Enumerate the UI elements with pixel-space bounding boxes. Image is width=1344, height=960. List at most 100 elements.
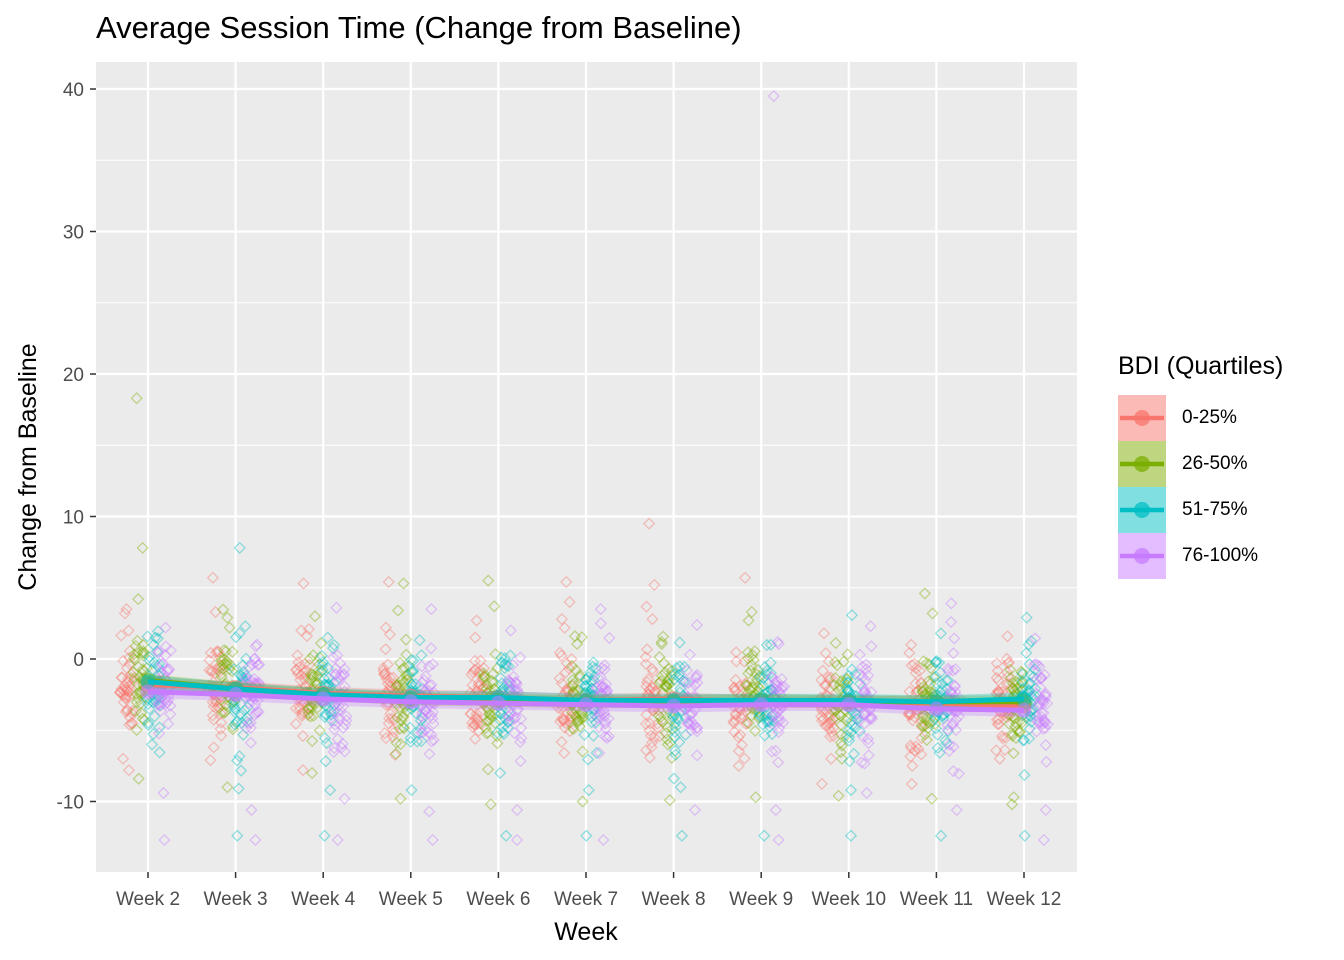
data-point xyxy=(578,728,591,741)
data-point xyxy=(765,671,779,684)
data-point xyxy=(822,711,836,724)
data-point xyxy=(141,697,154,711)
data-point xyxy=(136,646,149,660)
data-point xyxy=(859,708,872,721)
data-point xyxy=(423,747,436,761)
data-point xyxy=(303,652,317,665)
data-point xyxy=(136,663,150,676)
data-point xyxy=(909,666,922,680)
data-point xyxy=(823,708,836,721)
data-point xyxy=(553,672,566,685)
data-point xyxy=(127,674,141,687)
data-point xyxy=(1038,668,1051,682)
data-point xyxy=(304,700,317,713)
data-point xyxy=(858,717,871,730)
data-point xyxy=(573,720,587,733)
data-point xyxy=(841,648,854,661)
data-point xyxy=(496,726,510,739)
data-point xyxy=(242,696,256,710)
data-point xyxy=(903,709,917,722)
data-point xyxy=(1009,720,1022,733)
data-point xyxy=(863,704,876,717)
data-point xyxy=(587,674,600,687)
legend-item: 76-100% xyxy=(1118,533,1283,579)
outlier-point xyxy=(934,627,947,640)
data-point xyxy=(466,679,479,692)
data-point xyxy=(852,712,865,726)
y-tick-label: 0 xyxy=(73,650,84,671)
outlier-point xyxy=(642,517,656,530)
data-point xyxy=(478,669,491,683)
data-point xyxy=(131,660,145,673)
data-point xyxy=(834,709,847,723)
data-point xyxy=(771,679,785,693)
data-point xyxy=(918,728,932,741)
data-point xyxy=(940,682,953,696)
data-point xyxy=(486,674,499,688)
data-point xyxy=(1001,657,1015,670)
data-point xyxy=(750,673,763,686)
data-point xyxy=(853,708,866,721)
data-point xyxy=(565,659,579,673)
data-point xyxy=(117,654,130,667)
data-point xyxy=(941,718,954,732)
outlier-point xyxy=(206,571,220,584)
data-point xyxy=(948,679,961,692)
data-point xyxy=(591,671,605,684)
data-point xyxy=(840,711,854,724)
outlier-point xyxy=(297,577,310,590)
data-point xyxy=(654,710,667,724)
data-point xyxy=(327,638,341,652)
data-point xyxy=(298,666,311,679)
data-point xyxy=(640,680,653,693)
data-point xyxy=(990,713,1003,726)
data-point xyxy=(464,707,477,720)
data-point xyxy=(834,736,848,749)
data-point xyxy=(934,666,947,679)
data-point xyxy=(413,634,426,647)
data-point xyxy=(661,675,674,689)
data-point xyxy=(952,767,965,780)
data-point xyxy=(302,623,316,636)
data-point xyxy=(849,668,862,681)
data-point xyxy=(494,671,507,685)
data-point xyxy=(164,707,177,721)
data-point xyxy=(819,646,832,660)
data-point xyxy=(123,718,136,731)
data-point xyxy=(770,674,783,688)
data-point xyxy=(661,721,674,734)
data-point xyxy=(596,681,609,694)
data-point xyxy=(155,691,168,704)
data-point xyxy=(251,694,264,707)
data-point xyxy=(426,658,439,671)
data-point xyxy=(251,658,265,672)
data-point xyxy=(141,630,154,643)
data-point xyxy=(504,714,517,728)
data-point xyxy=(394,737,407,751)
data-point xyxy=(921,722,934,735)
data-point xyxy=(949,723,963,737)
data-point xyxy=(905,659,918,672)
data-point xyxy=(120,684,133,697)
data-point xyxy=(760,715,773,729)
data-point xyxy=(727,714,740,728)
data-point xyxy=(214,654,227,667)
data-point xyxy=(1002,670,1015,683)
outlier-point xyxy=(568,630,582,643)
data-point xyxy=(228,718,242,731)
data-point xyxy=(742,667,755,680)
outlier-point xyxy=(648,578,661,592)
data-point xyxy=(127,652,141,665)
data-point xyxy=(1033,660,1046,673)
data-point xyxy=(318,708,332,721)
data-point xyxy=(1033,696,1046,709)
data-point xyxy=(426,712,439,725)
data-point xyxy=(386,723,399,737)
outlier-point xyxy=(844,783,858,797)
data-point xyxy=(822,655,835,668)
data-point xyxy=(818,679,831,692)
data-point xyxy=(603,631,616,645)
data-point xyxy=(396,662,409,676)
data-point xyxy=(314,637,328,650)
data-point xyxy=(585,675,598,688)
